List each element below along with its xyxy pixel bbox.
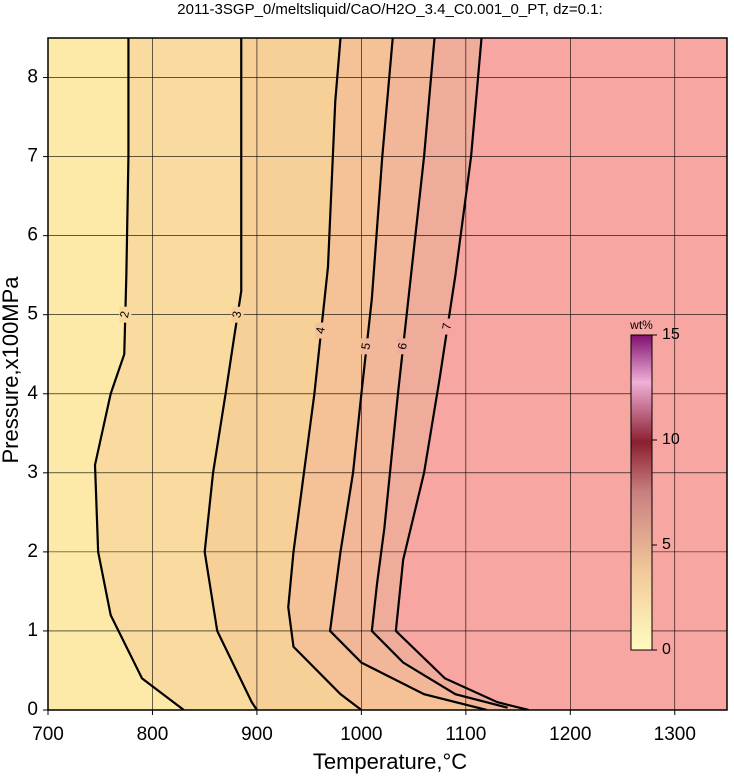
contour-line (287, 38, 363, 710)
contour-line (370, 38, 508, 709)
y-tick-label: 2 (27, 541, 38, 562)
colorbar-tick-label: 15 (662, 326, 680, 343)
contour-label: 6 (395, 341, 410, 350)
contour-label: 4 (313, 326, 328, 335)
contour-label-bg (119, 306, 132, 323)
contour-label-bg (441, 318, 454, 335)
y-tick-label: 8 (27, 67, 38, 88)
colorbar-label: wt% (629, 318, 653, 332)
x-tick-label: 800 (137, 724, 169, 745)
x-tick-label: 700 (32, 724, 64, 745)
contour-label: 3 (229, 310, 244, 319)
chart-title: 2011-3SGP_0/meltsliquid/CaO/H2O_3.4_C0.0… (177, 1, 602, 18)
y-axis-label: Pressure,x100MPa (0, 276, 23, 464)
contour-label-bg (360, 338, 373, 355)
y-tick-label: 3 (27, 462, 38, 483)
x-axis-label: Temperature,°C (313, 749, 467, 774)
x-tick-label: 1200 (549, 724, 591, 745)
x-tick-label: 1300 (654, 724, 696, 745)
colorbar-tick-label: 10 (662, 431, 680, 448)
y-tick-label: 4 (27, 383, 38, 404)
y-tick-label: 0 (27, 699, 38, 720)
plot-area: 2 3 4 5 6 7 (48, 38, 727, 710)
x-tick-label: 1000 (340, 724, 382, 745)
contour-label-bg (315, 322, 328, 339)
contour-label-bg (397, 338, 410, 355)
colorbar-tick-label: 0 (662, 641, 671, 658)
y-tick-label: 7 (27, 146, 38, 167)
y-tick-label: 6 (27, 225, 38, 246)
contour-line (328, 38, 488, 710)
x-tick-label: 900 (241, 724, 273, 745)
contour-label-bg (231, 306, 244, 323)
contour-line (203, 38, 258, 710)
y-tick-label: 5 (27, 304, 38, 325)
contour-label: 2 (117, 310, 132, 319)
contour-line (394, 38, 529, 710)
plot-frame (47, 37, 728, 711)
x-tick-label: 1100 (445, 724, 486, 745)
colorbar-tick-label: 5 (662, 536, 671, 553)
contour-label: 7 (439, 322, 454, 331)
contour-line (93, 38, 185, 710)
colorbar (630, 334, 653, 651)
overlay: 700 800 900 1000 1100 1200 1300 0 1 2 3 4 5 6 7 8 wt% 0 5 1… (27, 37, 728, 745)
contour-label: 5 (358, 341, 373, 350)
y-tick-label: 1 (27, 620, 38, 641)
